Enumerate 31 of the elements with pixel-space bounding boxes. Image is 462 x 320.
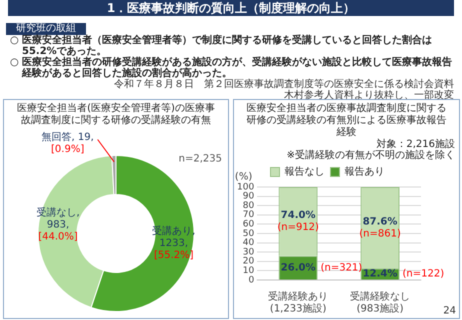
data-label: 26.0% (n=321) [280, 262, 362, 274]
text: 令和７年８月８日 第２回医療事故調査制度等の医療安全に係る検討会資料 [113, 79, 454, 90]
x-tick-label: 受講経験あり (1,233施設) [268, 290, 328, 315]
y-tick-label: 60 [242, 220, 254, 230]
text: ○ 医療安全担当者の研修受講経験がある施設の方が、受講経験がない施設と比較して医療事故報告経験があると回答した施設の割合が高かった。 [10, 57, 452, 79]
y-tick-label: 10 [242, 266, 254, 276]
y-tick-label: 70 [242, 210, 254, 220]
text: ○ 医療安全担当者（医療安全管理者等）で制度に関する研修を受講していると回答した割合は55.2%であった。 [10, 35, 432, 57]
y-axis-title: (%) [234, 172, 252, 183]
data-label: 87.6% (n=861) [359, 216, 401, 240]
y-tick-label: 0 [248, 275, 254, 286]
text: n=2,235 [178, 154, 222, 165]
slice-label: 無回答, 19, [0.9%] [42, 131, 94, 156]
chart-title: 医療安全担当者(医療安全管理者等)の医療事故調査制度に関する研修の受講経験の有無 [16, 102, 216, 127]
text: 24 [443, 306, 456, 317]
chart-title: 医療安全担当者の医療事故調査制度に関する研修の受講経験の有無別による医療事故報告経験 [246, 102, 448, 138]
y-tick-label: 100 [236, 182, 254, 192]
y-tick-label: 50 [242, 228, 254, 239]
data-label: 74.0% (n=912) [277, 210, 320, 234]
data-label: 12.4% (n=122) [362, 268, 444, 280]
text: 研究班の取組 [6, 23, 86, 35]
y-tick-label: 30 [242, 247, 254, 258]
y-tick-label: 20 [242, 256, 254, 267]
y-tick-label: 40 [242, 238, 254, 248]
legend-label: 報告なし [284, 166, 324, 178]
y-tick-label: 80 [242, 200, 254, 211]
chart-subtitle: 対象：2,216施設 ※受講経験の有無が不明の施設を除く [286, 139, 456, 161]
text: 1．医療事故判断の質向上（制度理解の向上） [8, 0, 454, 16]
legend-label: 報告あり [344, 166, 384, 178]
y-tick-label: 90 [242, 192, 254, 202]
x-tick-label: 受講経験なし (983施設) [350, 290, 410, 315]
